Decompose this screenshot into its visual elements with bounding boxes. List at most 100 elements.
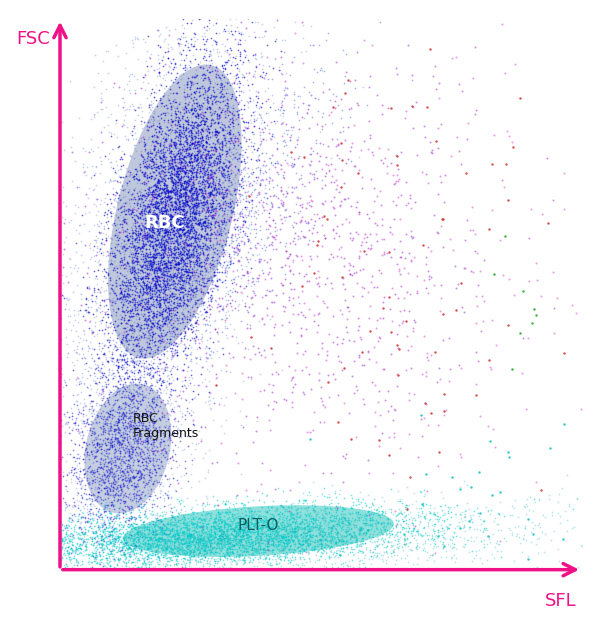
Point [158, 265, 167, 275]
Point [114, 485, 124, 495]
Point [137, 530, 147, 540]
Point [161, 535, 170, 545]
Point [7, 48, 17, 58]
Point [242, 540, 252, 550]
Point [250, 206, 260, 216]
Point [394, 344, 403, 354]
Point [253, 205, 263, 215]
Point [160, 513, 170, 523]
Point [106, 538, 115, 548]
Point [206, 56, 216, 66]
Point [176, 505, 186, 515]
Point [200, 255, 210, 265]
Point [226, 168, 236, 178]
Point [154, 470, 164, 480]
Point [238, 216, 248, 226]
Point [168, 211, 178, 221]
Point [197, 329, 206, 339]
Point [155, 401, 164, 411]
Point [167, 202, 177, 212]
Point [116, 480, 125, 490]
Point [205, 123, 214, 133]
Point [88, 547, 97, 557]
Point [104, 334, 113, 344]
Point [148, 242, 157, 252]
Point [215, 187, 225, 197]
Point [265, 379, 274, 389]
Point [227, 93, 236, 103]
Point [421, 546, 430, 557]
Point [210, 500, 220, 510]
Point [392, 381, 402, 391]
Point [146, 472, 155, 482]
Point [177, 514, 187, 524]
Point [80, 516, 89, 526]
Point [204, 376, 214, 386]
Point [199, 527, 209, 537]
Point [162, 337, 172, 347]
Point [116, 403, 125, 413]
Point [337, 242, 346, 252]
Point [136, 424, 145, 434]
Point [171, 254, 181, 264]
Point [349, 496, 358, 506]
Point [256, 480, 266, 490]
Point [155, 239, 165, 249]
Point [174, 276, 184, 286]
Point [136, 190, 145, 200]
Point [209, 527, 219, 537]
Point [143, 314, 153, 324]
Point [165, 255, 175, 265]
Point [236, 141, 246, 151]
Point [175, 202, 184, 212]
Point [330, 538, 340, 548]
Point [200, 73, 210, 83]
Point [109, 479, 119, 489]
Point [161, 545, 170, 555]
Point [142, 436, 151, 446]
Point [289, 510, 298, 520]
Point [121, 284, 130, 294]
Point [182, 518, 192, 528]
Point [163, 108, 172, 118]
Point [142, 248, 151, 258]
Point [365, 301, 375, 311]
Point [109, 78, 118, 88]
Point [70, 305, 79, 315]
Point [296, 528, 306, 538]
Point [267, 202, 277, 212]
Point [151, 249, 161, 259]
Point [139, 294, 148, 304]
Point [317, 541, 326, 551]
Point [147, 283, 157, 293]
Point [41, 539, 50, 549]
Point [179, 515, 189, 525]
Point [365, 545, 374, 555]
Point [194, 220, 203, 230]
Point [191, 318, 201, 328]
Point [241, 68, 250, 78]
Point [190, 275, 200, 285]
Point [173, 542, 182, 552]
Point [195, 536, 205, 546]
Point [56, 528, 65, 538]
Point [190, 178, 199, 188]
Point [157, 230, 166, 240]
Point [159, 299, 169, 309]
Point [166, 172, 176, 182]
Point [202, 255, 211, 265]
Point [115, 458, 125, 468]
Point [180, 237, 190, 247]
Point [145, 159, 154, 169]
Point [127, 326, 137, 336]
Point [184, 151, 194, 161]
Point [154, 273, 163, 283]
Point [395, 531, 405, 541]
Point [186, 183, 196, 193]
Point [405, 506, 415, 516]
Point [173, 521, 182, 531]
Point [340, 295, 350, 305]
Point [81, 494, 91, 504]
Point [129, 140, 139, 150]
Point [115, 248, 125, 258]
